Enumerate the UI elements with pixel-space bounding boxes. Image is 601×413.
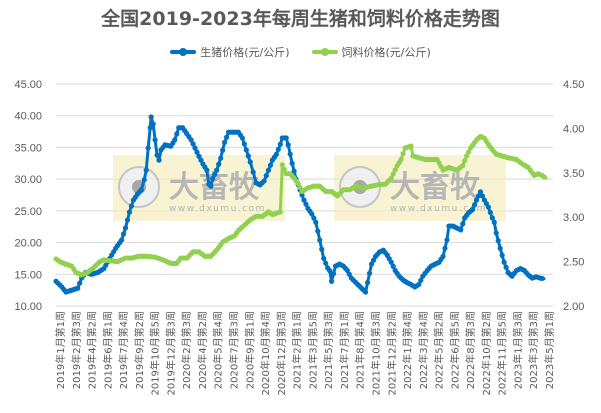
x-axis-tick-label: 2022年5月第2周 bbox=[433, 311, 446, 389]
right-axis-tick-label: 2.50 bbox=[563, 257, 584, 269]
legend-line-marker-icon bbox=[311, 48, 338, 56]
left-axis-tick-label: 30.00 bbox=[14, 174, 42, 186]
x-axis-tick-label: 2021年3月第5周 bbox=[306, 311, 319, 389]
x-axis-tick-label: 2020年12月第3周 bbox=[275, 311, 288, 396]
legend-label: 生猪价格(元/公斤) bbox=[200, 46, 290, 59]
x-axis-tick-label: 2020年10月第4周 bbox=[259, 311, 272, 396]
watermark-url: www.dxumu.com bbox=[169, 204, 266, 214]
x-axis-tick-label: 2023年5月第1周 bbox=[543, 311, 556, 389]
left-axis-ticks: 45.00 40.00 35.00 30.00 25.00 20.00 15.00 10.00 bbox=[14, 79, 42, 313]
pig-price-series bbox=[53, 114, 546, 295]
series-lines bbox=[53, 114, 548, 295]
left-axis-tick-label: 15.00 bbox=[14, 269, 42, 281]
x-axis-tick-label: 2022年6月第5周 bbox=[448, 311, 461, 389]
x-axis-tick-label: 2020年9月第1周 bbox=[243, 311, 256, 389]
x-axis-tick-label: 2019年6月第1周 bbox=[101, 311, 114, 389]
left-axis-tick-label: 25.00 bbox=[14, 206, 42, 218]
x-axis-tick-label: 2020年2月第3周 bbox=[180, 311, 193, 389]
right-axis-tick-label: 3.00 bbox=[563, 212, 584, 224]
right-axis-tick-label: 4.00 bbox=[563, 123, 584, 135]
x-axis-tick-label: 2019年2月第3周 bbox=[70, 311, 83, 389]
x-axis-tick-label: 2022年3月第4周 bbox=[417, 311, 430, 389]
x-axis-ticks: 2019年1月第1周 2019年2月第3周 2019年4月第2周 2019年6月第1周… bbox=[54, 311, 556, 396]
watermark-text: 大畜牧 bbox=[390, 170, 481, 205]
x-axis-tick-label: 2021年12月第2周 bbox=[385, 311, 398, 396]
x-axis-tick-label: 2021年5月第3周 bbox=[322, 311, 335, 389]
right-axis-tick-label: 3.50 bbox=[563, 168, 584, 180]
legend: 生猪价格(元/公斤) 饲料价格(元/公斤) bbox=[0, 44, 601, 60]
legend-label: 饲料价格(元/公斤) bbox=[341, 46, 431, 59]
left-axis-tick-label: 20.00 bbox=[14, 238, 42, 250]
legend-item-feed-price: 饲料价格(元/公斤) bbox=[311, 44, 431, 60]
x-axis-tick-label: 2022年11月第5周 bbox=[496, 311, 509, 396]
x-axis-tick-label: 2019年10月第5周 bbox=[149, 311, 162, 396]
left-axis-tick-label: 35.00 bbox=[14, 142, 42, 154]
x-axis-tick-label: 2021年8月第4周 bbox=[354, 311, 367, 389]
x-axis-tick-label: 2019年1月第1周 bbox=[54, 311, 67, 389]
right-axis-tick-label: 4.50 bbox=[563, 79, 584, 91]
x-axis-tick-label: 2023年1月第3周 bbox=[511, 311, 524, 389]
x-axis-tick-label: 2019年9月第2周 bbox=[133, 311, 146, 389]
x-axis-tick-label: 2023年3月第3周 bbox=[527, 311, 540, 389]
x-axis-tick-label: 2020年5月第4周 bbox=[212, 311, 225, 389]
legend-line-marker-icon bbox=[170, 48, 197, 56]
legend-item-pig-price: 生猪价格(元/公斤) bbox=[170, 44, 290, 60]
left-axis-tick-label: 10.00 bbox=[14, 301, 42, 313]
left-axis-tick-label: 40.00 bbox=[14, 111, 42, 123]
x-axis-tick-label: 2019年12月第3周 bbox=[164, 311, 177, 396]
watermark-url: www.dxumu.com bbox=[390, 204, 487, 214]
x-axis-tick-label: 2022年10月第2周 bbox=[480, 311, 493, 396]
x-axis-tick-label: 2020年4月第2周 bbox=[196, 311, 209, 389]
right-axis-ticks: 4.50 4.00 3.50 3.00 2.50 2.00 bbox=[563, 79, 584, 313]
x-axis-tick-label: 2019年4月第2周 bbox=[86, 311, 99, 389]
x-axis-tick-label: 2021年7月第1周 bbox=[338, 311, 351, 389]
x-axis-tick-label: 2020年7月第3周 bbox=[228, 311, 241, 389]
x-axis-tick-label: 2022年8月第3周 bbox=[464, 311, 477, 389]
x-axis-tick-label: 2021年2月第1周 bbox=[291, 311, 304, 389]
x-axis-tick-label: 2022年1月第4周 bbox=[401, 311, 414, 389]
left-axis-tick-label: 45.00 bbox=[14, 79, 42, 91]
right-axis-tick-label: 2.00 bbox=[563, 301, 584, 313]
x-axis-tick-label: 2021年10月第3周 bbox=[369, 311, 382, 396]
feed-price-series bbox=[53, 133, 548, 278]
chart-title: 全国2019-2023年每周生猪和饲料价格走势图 bbox=[101, 8, 500, 30]
x-axis-tick-label: 2019年7月第4周 bbox=[117, 311, 130, 389]
